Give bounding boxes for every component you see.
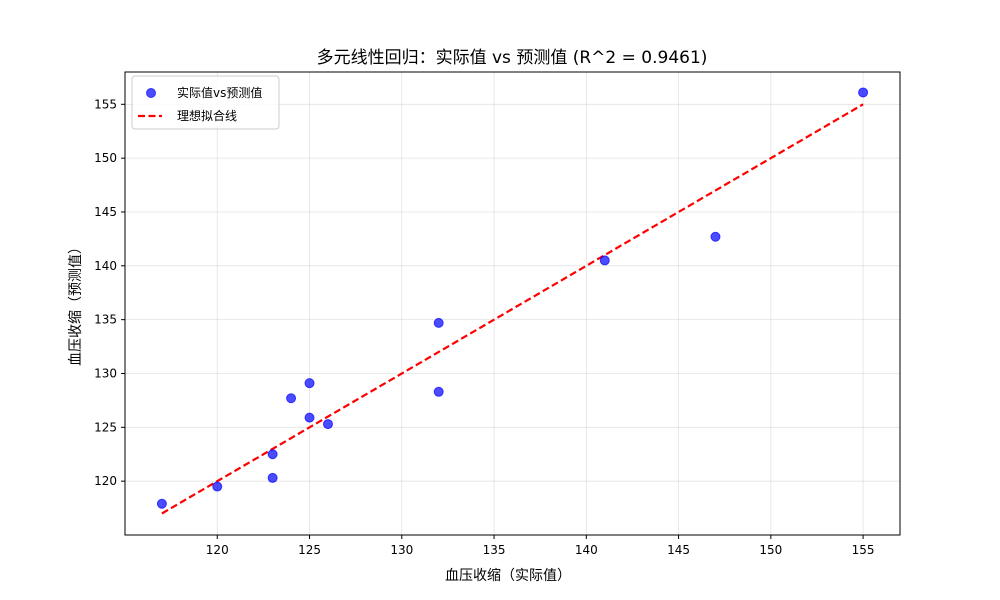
plot-frame xyxy=(124,71,901,536)
legend: 实际值vs预测值 理想拟合线 xyxy=(131,75,280,130)
scatter-point xyxy=(156,498,167,509)
scatter-point xyxy=(304,378,315,389)
x-tick-label: 125 xyxy=(298,543,321,557)
scatter-point xyxy=(433,386,444,397)
y-tick-label: 150 xyxy=(94,151,117,165)
x-tick-label: 120 xyxy=(206,543,229,557)
scatter-point xyxy=(322,419,333,430)
y-tick-label: 135 xyxy=(94,313,117,327)
x-axis-label: 血压收缩（实际值） xyxy=(445,568,571,584)
x-tick-label: 135 xyxy=(483,543,506,557)
scatter-point xyxy=(267,449,278,460)
legend-scatter-marker xyxy=(146,88,156,98)
ideal-fit-line xyxy=(161,103,864,515)
x-tick-label: 155 xyxy=(852,543,875,557)
x-axis-ticks: 120 125 130 135 140 145 150 155 xyxy=(206,535,875,557)
scatter-point xyxy=(433,317,444,328)
plot-marks xyxy=(156,87,869,515)
x-tick-label: 140 xyxy=(575,543,598,557)
scatter-point xyxy=(858,87,869,98)
scatter-point xyxy=(304,412,315,423)
legend-label-scatter: 实际值vs预测值 xyxy=(177,85,262,100)
scatter-point xyxy=(267,472,278,483)
legend-box xyxy=(131,75,280,130)
scatter-point xyxy=(710,231,721,242)
y-axis-label: 血压收缩（预测值） xyxy=(68,240,84,366)
y-tick-label: 155 xyxy=(94,97,117,111)
scatter-point xyxy=(286,393,297,404)
y-tick-label: 145 xyxy=(94,205,117,219)
y-tick-label: 130 xyxy=(94,366,117,380)
grid xyxy=(125,72,900,535)
y-tick-label: 120 xyxy=(94,474,117,488)
y-tick-label: 140 xyxy=(94,259,117,273)
chart-title: 多元线性回归：实际值 vs 预测值 (R^2 = 0.9461) xyxy=(317,48,708,68)
y-axis-ticks: 120 125 130 135 140 145 150 155 xyxy=(94,97,125,488)
scatter-point xyxy=(599,255,610,266)
x-tick-label: 150 xyxy=(759,543,782,557)
x-tick-label: 130 xyxy=(390,543,413,557)
legend-label-line: 理想拟合线 xyxy=(177,108,237,123)
x-tick-label: 145 xyxy=(667,543,690,557)
y-tick-label: 125 xyxy=(94,420,117,434)
scatter-point xyxy=(212,481,223,492)
